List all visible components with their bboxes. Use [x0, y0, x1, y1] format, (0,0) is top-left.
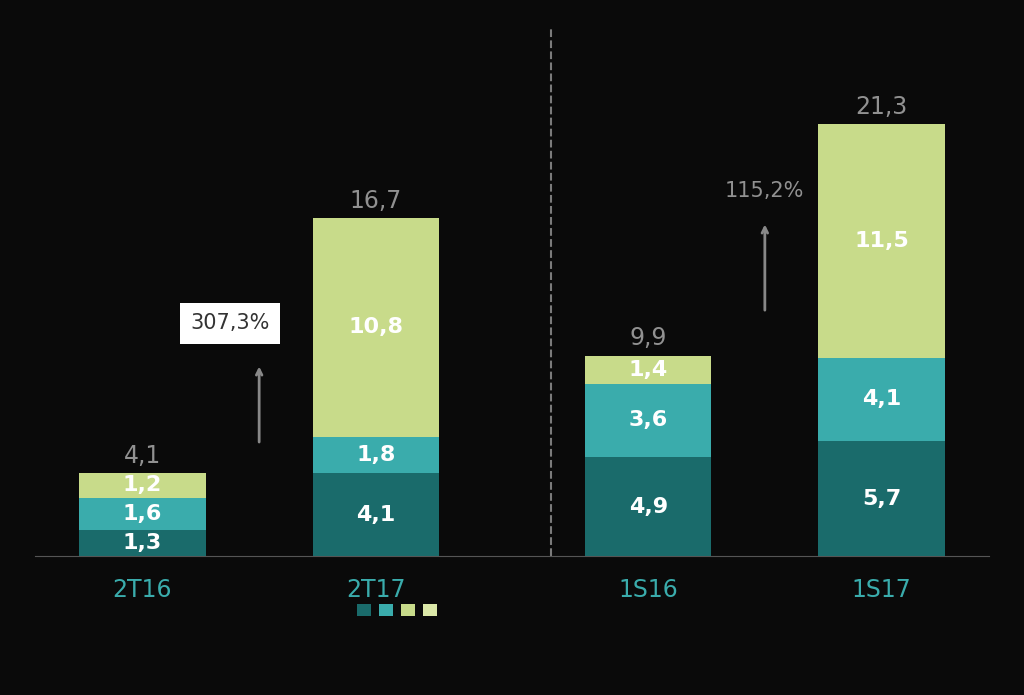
Bar: [312, 218, 439, 436]
Text: 1,4: 1,4: [629, 360, 668, 379]
Text: 9,9: 9,9: [630, 327, 667, 350]
Text: 307,3%: 307,3%: [190, 313, 269, 333]
Text: 10,8: 10,8: [348, 317, 403, 337]
Text: 3,6: 3,6: [629, 411, 668, 430]
Text: 1,3: 1,3: [123, 533, 162, 553]
Bar: [585, 457, 712, 557]
Text: 4,1: 4,1: [124, 444, 161, 468]
Bar: [818, 124, 945, 358]
Text: 11,5: 11,5: [854, 231, 909, 251]
Text: 21,3: 21,3: [855, 95, 907, 119]
Bar: [79, 498, 206, 530]
Bar: [312, 436, 439, 473]
Bar: [585, 356, 712, 384]
Text: 115,2%: 115,2%: [725, 181, 805, 202]
Text: 1,8: 1,8: [356, 445, 395, 465]
Bar: [818, 358, 945, 441]
Text: 4,1: 4,1: [356, 505, 395, 525]
Text: 16,7: 16,7: [350, 188, 402, 213]
Text: 5,7: 5,7: [862, 489, 901, 509]
Text: 4,9: 4,9: [629, 497, 668, 516]
Bar: [79, 530, 206, 557]
Bar: [312, 473, 439, 557]
Legend: , , , : , , ,: [351, 598, 444, 623]
Text: 1,2: 1,2: [123, 475, 162, 496]
Text: 4,1: 4,1: [862, 389, 901, 409]
Bar: [818, 441, 945, 557]
Text: 1,6: 1,6: [123, 504, 162, 524]
Bar: [585, 384, 712, 457]
Bar: [79, 473, 206, 498]
